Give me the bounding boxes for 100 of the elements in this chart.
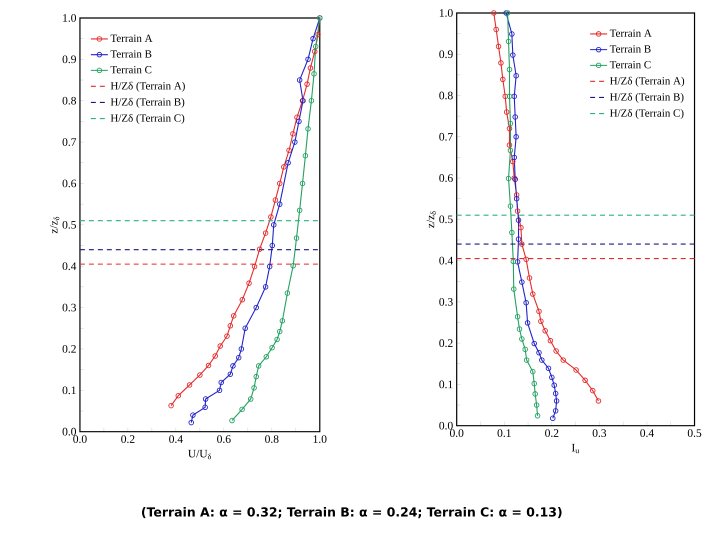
y-tick-label: 1.0 [63, 14, 76, 22]
point [197, 372, 203, 378]
point [510, 52, 516, 58]
point [280, 318, 286, 324]
legend-label: H/Zδ (Terrain B) [610, 93, 684, 104]
point [522, 346, 528, 352]
point [281, 164, 287, 170]
x-tick-label: 0.6 [217, 435, 231, 444]
point [224, 334, 230, 340]
point [248, 396, 254, 402]
point [508, 121, 514, 127]
point [218, 380, 224, 386]
point [546, 366, 552, 372]
point [308, 65, 314, 71]
point [236, 355, 242, 361]
point [516, 236, 522, 242]
point [262, 230, 268, 236]
y-tick-label: 1.0 [440, 9, 453, 18]
y-tick-label: 0.7 [439, 133, 453, 141]
point [532, 391, 538, 397]
y-tick-label: 0.3 [439, 298, 453, 306]
point [514, 192, 520, 198]
y-tick-label: 0.6 [62, 180, 76, 188]
point [519, 280, 525, 285]
point [518, 225, 524, 231]
point [296, 208, 302, 214]
point [513, 73, 519, 79]
x-tick-label: 0.8 [265, 435, 279, 444]
point [524, 320, 530, 326]
point [552, 390, 558, 396]
point [551, 382, 557, 388]
x-tick-label: 1.0 [314, 435, 327, 444]
point [311, 71, 317, 77]
point [548, 338, 554, 344]
point [516, 326, 522, 332]
x-tick-label: 0.3 [592, 429, 606, 438]
point [590, 388, 596, 394]
x-axis-title: U/U$_{δ}$ [188, 450, 212, 460]
point [530, 291, 536, 297]
y-tick-label: 0.1 [439, 380, 452, 388]
legend-label: H/Zδ (Terrain A) [610, 76, 684, 87]
point [512, 94, 517, 100]
y-tick-label: 0.1 [62, 386, 76, 394]
y-tick-label: 0.7 [62, 138, 76, 146]
point [513, 134, 519, 140]
point [218, 343, 223, 349]
point [230, 363, 236, 369]
point [269, 345, 275, 351]
point [560, 358, 566, 363]
point [202, 404, 208, 410]
point [511, 286, 517, 292]
point [315, 32, 321, 38]
point [554, 398, 560, 404]
point [202, 396, 208, 402]
y-tick-label: 0.8 [62, 97, 76, 105]
point [253, 374, 259, 380]
point [514, 314, 520, 320]
point [506, 94, 512, 100]
point [498, 60, 504, 66]
legend-label: Terrain C [610, 61, 651, 69]
point [216, 388, 222, 394]
point [510, 159, 516, 164]
point [506, 38, 512, 44]
point [276, 202, 282, 208]
x-tick-label: 0.2 [121, 435, 134, 444]
point [302, 153, 308, 159]
point [228, 323, 234, 329]
point [296, 77, 302, 83]
point [271, 222, 276, 228]
point [506, 142, 512, 148]
point [530, 369, 536, 375]
point [290, 131, 296, 137]
point [212, 353, 218, 359]
point [186, 382, 192, 388]
point [531, 341, 537, 346]
point [509, 31, 515, 37]
point [290, 263, 296, 269]
point [190, 412, 196, 418]
point [239, 406, 245, 412]
y-tick-label: 0.9 [439, 50, 453, 58]
point [284, 290, 290, 296]
y-tick-label: 0.0 [439, 422, 453, 430]
point [206, 362, 212, 368]
point [519, 336, 525, 342]
point [285, 160, 291, 166]
y-tick-label: 0.2 [62, 345, 76, 354]
point [252, 264, 258, 270]
legend-label: H/Zδ (Terrain A) [110, 82, 185, 92]
x-tick-label: 0.0 [450, 429, 464, 438]
y-tick-label: 0.8 [439, 92, 453, 100]
point [514, 196, 520, 202]
point [272, 197, 278, 203]
point [512, 114, 518, 120]
legend-label: Terrain B [610, 45, 651, 53]
point [253, 305, 259, 310]
x-tick-label: 0.4 [640, 429, 654, 438]
y-tick-label: 0.3 [62, 304, 76, 312]
point [506, 126, 512, 132]
point [531, 381, 537, 387]
legend-label: H/Zδ (Terrain B) [110, 98, 184, 108]
